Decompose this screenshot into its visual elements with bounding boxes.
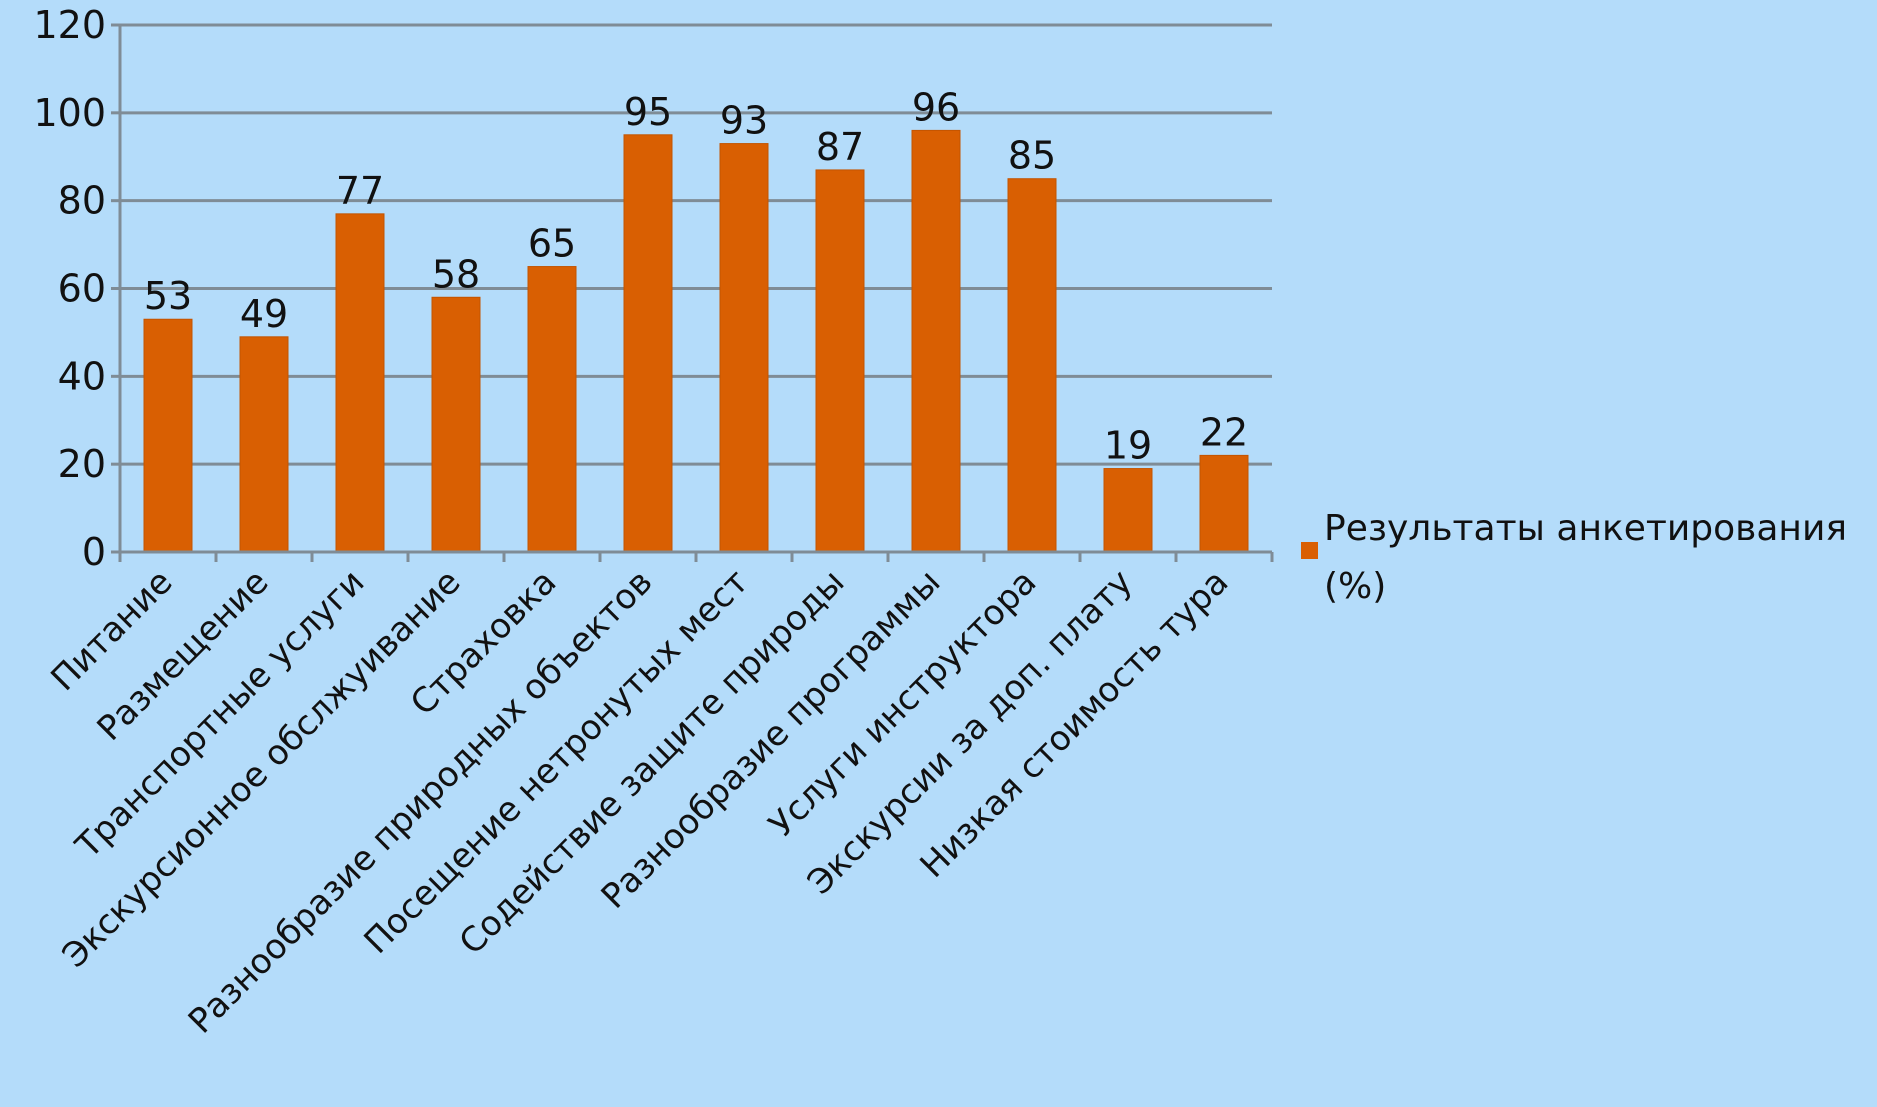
data-label: 53 bbox=[144, 274, 192, 318]
bars bbox=[143, 129, 1249, 553]
bar bbox=[431, 296, 481, 553]
legend-label-line-2: (%) bbox=[1324, 566, 1386, 607]
data-label: 77 bbox=[336, 169, 384, 213]
legend-swatch bbox=[1301, 542, 1318, 559]
data-label: 85 bbox=[1008, 134, 1056, 178]
axes bbox=[111, 23, 1274, 562]
y-tick-labels: 0 20 40 60 80 100 120 bbox=[33, 3, 106, 574]
y-tick-label: 100 bbox=[33, 91, 106, 135]
gridlines bbox=[120, 23, 1272, 466]
bar bbox=[623, 134, 673, 553]
bar bbox=[815, 169, 865, 553]
bar bbox=[1007, 178, 1057, 553]
y-tick-label: 120 bbox=[33, 3, 106, 47]
y-tick-label: 0 bbox=[82, 530, 106, 574]
y-tick-label: 20 bbox=[58, 442, 106, 486]
bar bbox=[143, 318, 193, 553]
data-label: 49 bbox=[240, 292, 288, 336]
data-label: 87 bbox=[816, 125, 864, 169]
data-label: 95 bbox=[624, 90, 672, 134]
data-label: 22 bbox=[1200, 410, 1248, 454]
bar bbox=[335, 213, 385, 553]
data-labels: 53 49 77 58 65 95 93 87 96 85 19 22 bbox=[144, 85, 1248, 467]
bar bbox=[719, 143, 769, 553]
data-label: 93 bbox=[720, 99, 768, 143]
legend-label-line-1: Результаты анкетирования bbox=[1324, 508, 1847, 549]
bar bbox=[1103, 468, 1153, 553]
data-label: 19 bbox=[1104, 424, 1152, 468]
legend: Результаты анкетирования (%) bbox=[1301, 508, 1847, 607]
bar bbox=[239, 336, 289, 553]
bar bbox=[1199, 454, 1249, 553]
bar bbox=[911, 129, 961, 553]
y-tick-label: 60 bbox=[58, 267, 106, 311]
data-label: 96 bbox=[912, 85, 960, 129]
data-label: 65 bbox=[528, 222, 576, 266]
bar bbox=[527, 266, 577, 553]
x-tick-label: Размещение bbox=[90, 562, 277, 749]
y-tick-label: 40 bbox=[58, 354, 106, 398]
data-label: 58 bbox=[432, 252, 480, 296]
y-tick-label: 80 bbox=[58, 179, 106, 223]
